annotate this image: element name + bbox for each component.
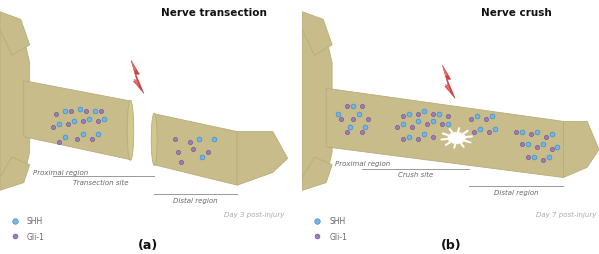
Polygon shape <box>443 66 455 99</box>
Polygon shape <box>0 30 30 178</box>
Polygon shape <box>302 13 332 56</box>
Ellipse shape <box>127 101 134 161</box>
Text: Proximal region: Proximal region <box>32 169 88 175</box>
Text: Day 7 post-injury: Day 7 post-injury <box>536 211 596 217</box>
Polygon shape <box>564 122 599 178</box>
Polygon shape <box>326 89 564 178</box>
Polygon shape <box>24 81 131 160</box>
Polygon shape <box>131 61 140 89</box>
Circle shape <box>450 133 462 144</box>
Text: Nerve transection: Nerve transection <box>161 8 267 18</box>
Text: Distal region: Distal region <box>494 189 539 195</box>
Text: Transection site: Transection site <box>73 179 129 185</box>
Polygon shape <box>131 61 144 94</box>
Text: Proximal region: Proximal region <box>335 160 391 166</box>
Text: Nerve crush: Nerve crush <box>480 8 551 18</box>
Polygon shape <box>302 30 332 178</box>
Text: SHH: SHH <box>329 216 346 226</box>
Polygon shape <box>0 13 30 56</box>
Polygon shape <box>154 114 237 185</box>
Text: (b): (b) <box>440 239 461 251</box>
Text: Day 3 post-injury: Day 3 post-injury <box>224 211 285 217</box>
Text: SHH: SHH <box>27 216 43 226</box>
Text: Gli-1: Gli-1 <box>27 232 44 241</box>
Polygon shape <box>443 66 450 94</box>
Polygon shape <box>302 157 332 190</box>
Text: Gli-1: Gli-1 <box>329 232 347 241</box>
Text: Distal region: Distal region <box>173 197 218 203</box>
Text: (a): (a) <box>138 239 158 251</box>
Text: Crush site: Crush site <box>398 171 432 178</box>
Polygon shape <box>237 132 288 185</box>
Ellipse shape <box>151 114 157 166</box>
Polygon shape <box>0 157 30 190</box>
